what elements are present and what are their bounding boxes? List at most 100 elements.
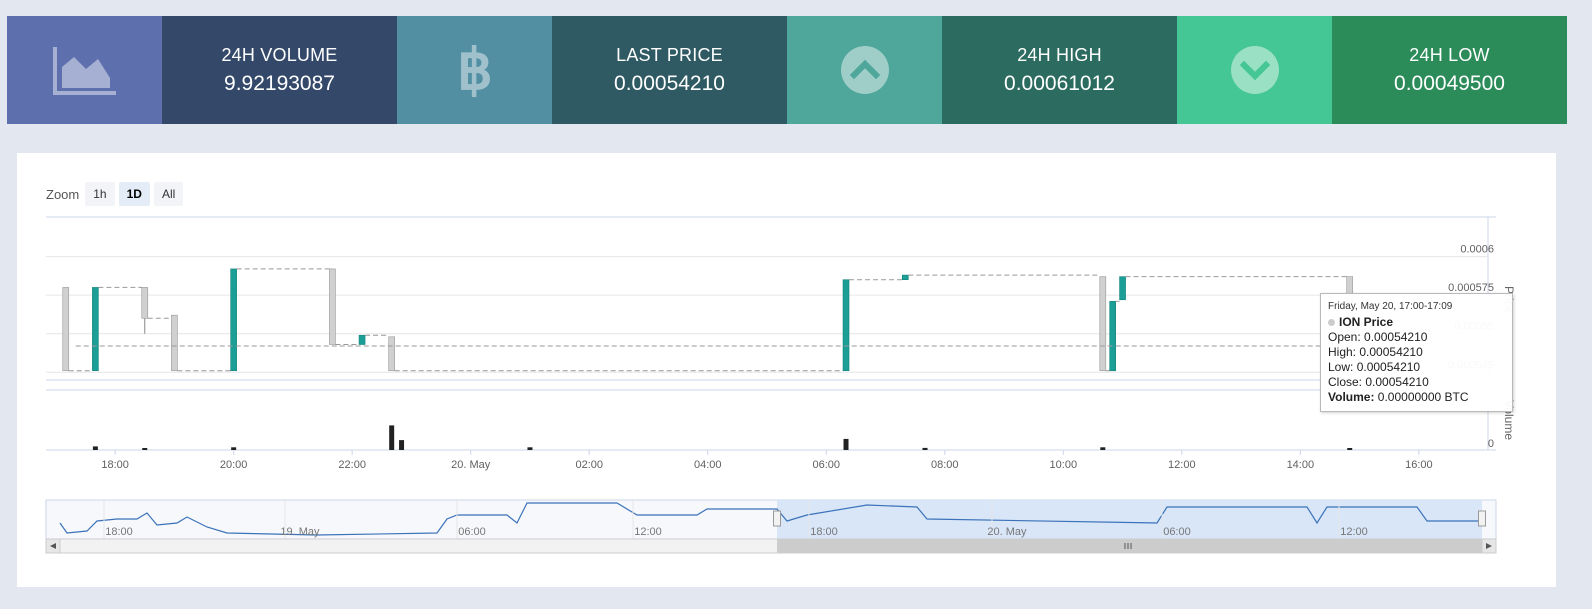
zoom-1h-button[interactable]: 1h xyxy=(85,182,115,206)
navigator-tick-label: 18:00 xyxy=(105,526,133,538)
stats-bar: 24H VOLUME 9.92193087 ฿ LAST PRICE 0.000… xyxy=(7,16,1567,124)
candle xyxy=(230,268,237,372)
candle xyxy=(62,287,70,372)
navigator-tick-label: 20. May xyxy=(987,526,1027,538)
navigator-tick-label: 12:00 xyxy=(1340,526,1368,538)
zoom-label: Zoom xyxy=(46,186,80,202)
candle xyxy=(842,279,850,372)
navigator-tick-label: 18:00 xyxy=(810,526,838,538)
zoom-selector: Zoom 1h 1D All xyxy=(46,182,187,206)
tooltip-volume-label: Volume: xyxy=(1328,390,1375,404)
volume-bar xyxy=(922,447,928,450)
stat-label: 24H HIGH xyxy=(1017,44,1102,65)
bitcoin-icon: ฿ xyxy=(457,43,493,97)
navigator-tick-label: 06:00 xyxy=(1163,526,1191,538)
navigator[interactable]: 18:00 19. May 06:00 12:00 18:00 20. May 06:00 1… xyxy=(45,499,1497,554)
candle xyxy=(358,334,366,345)
volume-bar xyxy=(843,438,849,450)
tooltip-volume: Volume: 0.00000000 BTC xyxy=(1328,390,1506,405)
zoom-1d-button[interactable]: 1D xyxy=(118,182,150,206)
x-tick-label: 08:00 xyxy=(931,459,959,471)
volume-bar xyxy=(1100,447,1106,450)
scrollbar-thumb xyxy=(777,539,1482,553)
x-tick-label: 22:00 xyxy=(338,459,366,471)
navigator-handle xyxy=(1478,510,1486,527)
price-tick-label: 0.0006 xyxy=(1460,244,1494,256)
volume-bar xyxy=(142,448,148,450)
tooltip-date: Friday, May 20, 17:00-17:09 xyxy=(1328,301,1453,312)
volume-bar xyxy=(399,440,405,450)
tooltip-low-label: Low: xyxy=(1328,360,1354,374)
zoom-all-button[interactable]: All xyxy=(153,182,184,206)
stat-value: 0.00061012 xyxy=(1004,71,1115,95)
tooltip-high-value: 0.00054210 xyxy=(1359,345,1423,359)
volume-plot xyxy=(92,425,1353,450)
chart-panel: Zoom 1h 1D All 0.00060.0005750.000550.00… xyxy=(17,153,1556,587)
tooltip-high: High: 0.00054210 xyxy=(1328,345,1506,360)
navigator-series-line xyxy=(59,502,1482,536)
stat-label: LAST PRICE xyxy=(616,44,723,65)
candle xyxy=(171,314,178,372)
volume-bar xyxy=(231,447,237,450)
x-tick-label: 18:00 xyxy=(101,459,129,471)
x-tick-label: 20:00 xyxy=(220,459,248,471)
tooltip-series-row: ION Price xyxy=(1328,315,1506,330)
stat-label: 24H VOLUME xyxy=(221,44,338,65)
stat-24h-low: 24H LOW 0.00049500 xyxy=(1332,16,1567,124)
price-tick-label: 0.000575 xyxy=(1448,282,1494,294)
tooltip-high-label: High: xyxy=(1328,345,1357,359)
candle xyxy=(388,336,395,372)
scroll-left-arrow-icon xyxy=(50,543,56,549)
x-tick-label: 14:00 xyxy=(1287,459,1315,471)
volume-bar xyxy=(527,447,533,450)
x-tick-label: 10:00 xyxy=(1050,459,1078,471)
candle xyxy=(92,287,99,372)
axes: 0.00060.0005750.000550.000525PriceVolume… xyxy=(101,244,1516,471)
stat-24h-volume: 24H VOLUME 9.92193087 xyxy=(162,16,397,124)
tooltip-open-value: 0.00054210 xyxy=(1364,330,1428,344)
x-tick-label: 06:00 xyxy=(812,459,840,471)
x-tick-label: 04:00 xyxy=(694,459,722,471)
navigator-handle xyxy=(773,510,781,527)
low-icon-tile xyxy=(1177,16,1332,124)
tooltip-series: ION Price xyxy=(1339,315,1394,329)
candle xyxy=(1119,276,1126,301)
candle xyxy=(329,268,336,345)
chevron-down-circle-icon xyxy=(1230,46,1279,94)
volume-bar xyxy=(1347,448,1353,450)
tooltip-close-label: Close: xyxy=(1328,375,1363,389)
scroll-right-arrow-icon xyxy=(1486,543,1492,549)
volume-bar xyxy=(92,446,98,450)
price-chart[interactable]: 0.00060.0005750.000550.000525PriceVolume… xyxy=(17,153,1556,587)
candle xyxy=(141,287,149,319)
tooltip-low: Low: 0.00054210 xyxy=(1328,360,1506,375)
x-tick-label: 02:00 xyxy=(575,459,603,471)
navigator-tick-label: 12:00 xyxy=(634,526,662,538)
candle xyxy=(901,274,909,281)
stat-24h-high: 24H HIGH 0.00061012 xyxy=(942,16,1177,124)
tooltip-close-value: 0.00054210 xyxy=(1365,375,1429,389)
area-chart-icon xyxy=(52,47,116,95)
x-tick-label: 12:00 xyxy=(1168,459,1196,471)
volume-icon-tile xyxy=(7,16,162,124)
chevron-up-circle-icon xyxy=(840,46,889,94)
price-icon-tile: ฿ xyxy=(397,16,552,124)
chart-tooltip: Friday, May 20, 17:00-17:09 ION Price Op… xyxy=(1320,293,1513,412)
candle xyxy=(1109,301,1116,372)
navigator-tick-label: 19. May xyxy=(280,526,320,538)
stat-last-price: LAST PRICE 0.00054210 xyxy=(552,16,787,124)
navigator-tick-label: 06:00 xyxy=(458,526,486,538)
tooltip-low-value: 0.00054210 xyxy=(1356,360,1421,374)
stat-label: 24H LOW xyxy=(1409,44,1490,65)
stat-value: 9.92193087 xyxy=(224,71,335,95)
x-tick-label: 20. May xyxy=(451,459,491,471)
tooltip-close: Close: 0.00054210 xyxy=(1328,375,1506,390)
tooltip-volume-value: 0.00000000 BTC xyxy=(1377,390,1469,404)
stat-value: 0.00049500 xyxy=(1394,71,1505,95)
price-grid xyxy=(46,216,1496,451)
x-tick-label: 16:00 xyxy=(1405,459,1433,471)
tooltip-open-label: Open: xyxy=(1328,330,1361,344)
volume-bar xyxy=(389,425,395,450)
series-dot-icon xyxy=(1328,319,1335,326)
tooltip-open: Open: 0.00054210 xyxy=(1328,330,1506,345)
